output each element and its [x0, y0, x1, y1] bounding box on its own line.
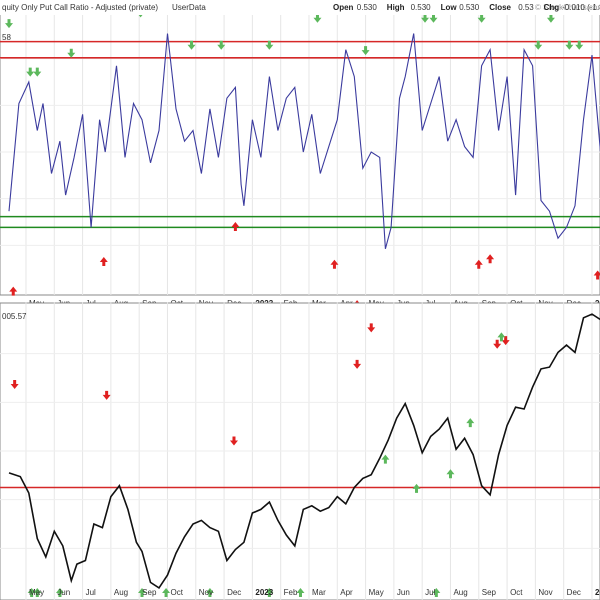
- x-tick-label-5: Oct: [170, 588, 183, 597]
- price-down-arrow-4: [367, 323, 376, 333]
- x-tick-label-15: Aug: [453, 588, 467, 597]
- price-panel: May Jun Jul Aug Sep Oct Nov Dec 2023 Feb Mar Apr May…: [0, 302, 600, 600]
- x-tick-label-18: Nov: [538, 588, 552, 597]
- ratio-down-arrow-1: [26, 67, 35, 77]
- x-tick-label-20: 2024: [595, 588, 600, 597]
- price-up-arrow-5: [205, 588, 214, 597]
- price-up-arrow-2: [55, 588, 64, 597]
- ratio-up-arrow-7: [593, 270, 600, 280]
- price-value-label: 005.57: [2, 312, 27, 321]
- x-tick-label-7: Dec: [227, 588, 241, 597]
- ohlc-readout: Open 0.530 High 0.530 Low 0.530 Close 0.53 Chg -0…: [333, 3, 600, 12]
- x-tick-label-1: Jun: [57, 588, 70, 597]
- price-up-arrow-9: [412, 483, 421, 493]
- price-up-arrow-13: [497, 332, 506, 342]
- x-tick-label-19: Dec: [567, 588, 581, 597]
- ohlc-label-high: High: [387, 3, 405, 12]
- price-up-arrow-3: [138, 588, 147, 597]
- price-down-arrow-3: [353, 359, 362, 369]
- ratio-down-arrow-0: [5, 19, 13, 29]
- ratio-down-arrow-3: [67, 48, 76, 58]
- ratio-level-lines: [0, 40, 600, 229]
- ratio-panel: MayJunJulAugSepOctNovDec2023FebMarAprMay…: [0, 0, 600, 310]
- ratio-down-arrow-10: [421, 13, 430, 23]
- x-tick-label-6: Nov: [199, 588, 213, 597]
- ratio-down-arrow-12: [477, 13, 486, 23]
- ratio-down-arrow-11: [429, 13, 438, 23]
- x-tick-label-4: Sep: [142, 588, 157, 597]
- ohlc-value-close: 0.53: [518, 3, 534, 12]
- x-tick-label-2: Jul: [86, 588, 96, 597]
- x-tick-label-17: Oct: [510, 588, 523, 597]
- price-down-arrow-2: [229, 436, 238, 446]
- ratio-down-arrow-6: [217, 40, 226, 50]
- ohlc-label-open: Open: [333, 3, 354, 12]
- price-up-arrow-6: [265, 588, 274, 597]
- ratio-down-arrow-15: [565, 40, 574, 50]
- ohlc-value-chg: -0.010 (-1.8: [562, 3, 600, 12]
- ratio-up-arrow-1: [99, 257, 108, 266]
- ohlc-value-low: 0.530: [459, 3, 480, 12]
- x-tick-label-3: Aug: [114, 588, 128, 597]
- ohlc-label-low: Low: [441, 3, 458, 12]
- ratio-down-arrow-5: [187, 40, 196, 50]
- price-up-arrow-11: [446, 469, 455, 479]
- ratio-down-arrow-14: [546, 13, 555, 23]
- ratio-up-arrow-0: [9, 286, 18, 296]
- ohlc-label-close: Close: [489, 3, 511, 12]
- ratio-value-label: 58: [2, 33, 11, 42]
- price-up-arrow-1: [33, 588, 42, 597]
- ratio-down-arrow-7: [265, 40, 274, 50]
- ohlc-value-open: 0.530: [357, 3, 378, 12]
- ratio-up-arrow-5: [474, 259, 483, 269]
- x-tick-label-11: Apr: [340, 588, 353, 597]
- chart-title: quity Only Put Call Ratio - Adjusted (pr…: [2, 3, 158, 12]
- price-up-arrow-8: [381, 454, 390, 464]
- ratio-up-arrow-6: [486, 254, 495, 264]
- ratio-down-arrow-13: [534, 40, 543, 50]
- x-tick-label-9: Feb: [284, 588, 298, 597]
- ohlc-value-high: 0.530: [411, 3, 432, 12]
- price-up-arrow-10: [432, 588, 441, 597]
- price-up-arrow-4: [162, 588, 171, 597]
- x-tick-label-16: Sep: [482, 588, 497, 597]
- price-x-axis-ticks: May Jun Jul Aug Sep Oct Nov Dec 2023 Feb Mar Apr May…: [29, 588, 600, 597]
- header-strip: [0, 0, 600, 15]
- chart-source: UserData: [172, 3, 206, 12]
- price-up-arrow-7: [296, 588, 305, 597]
- x-tick-label-8: 2023: [255, 588, 273, 597]
- watermark: © StockCharts.com: [535, 3, 600, 12]
- price-up-arrow-12: [466, 418, 475, 428]
- ohlc-label-chg: Chg: [544, 3, 560, 12]
- price-down-arrow-0: [10, 379, 19, 389]
- x-tick-label-12: May: [369, 588, 384, 597]
- ratio-series-line: [8, 33, 600, 250]
- ratio-down-arrow-2: [33, 67, 42, 77]
- price-series-line: [8, 313, 600, 590]
- price-signal-arrows: [10, 323, 510, 597]
- price-down-arrow-1: [102, 390, 111, 400]
- price-down-arrow-6: [501, 336, 510, 346]
- ratio-up-arrow-2: [231, 222, 240, 231]
- x-tick-label-14: Jul: [425, 588, 435, 597]
- ratio-gridlines: [0, 9, 600, 295]
- ratio-down-arrow-8: [313, 13, 322, 23]
- ratio-up-arrow-3: [330, 259, 339, 269]
- ratio-down-arrow-9: [361, 46, 370, 56]
- price-up-arrow-0: [27, 588, 36, 597]
- price-down-arrow-5: [493, 339, 502, 349]
- x-tick-label-10: Mar: [312, 588, 326, 597]
- x-tick-label-0: May: [29, 588, 44, 597]
- x-tick-label-13: Jun: [397, 588, 410, 597]
- ratio-down-arrow-16: [575, 40, 584, 50]
